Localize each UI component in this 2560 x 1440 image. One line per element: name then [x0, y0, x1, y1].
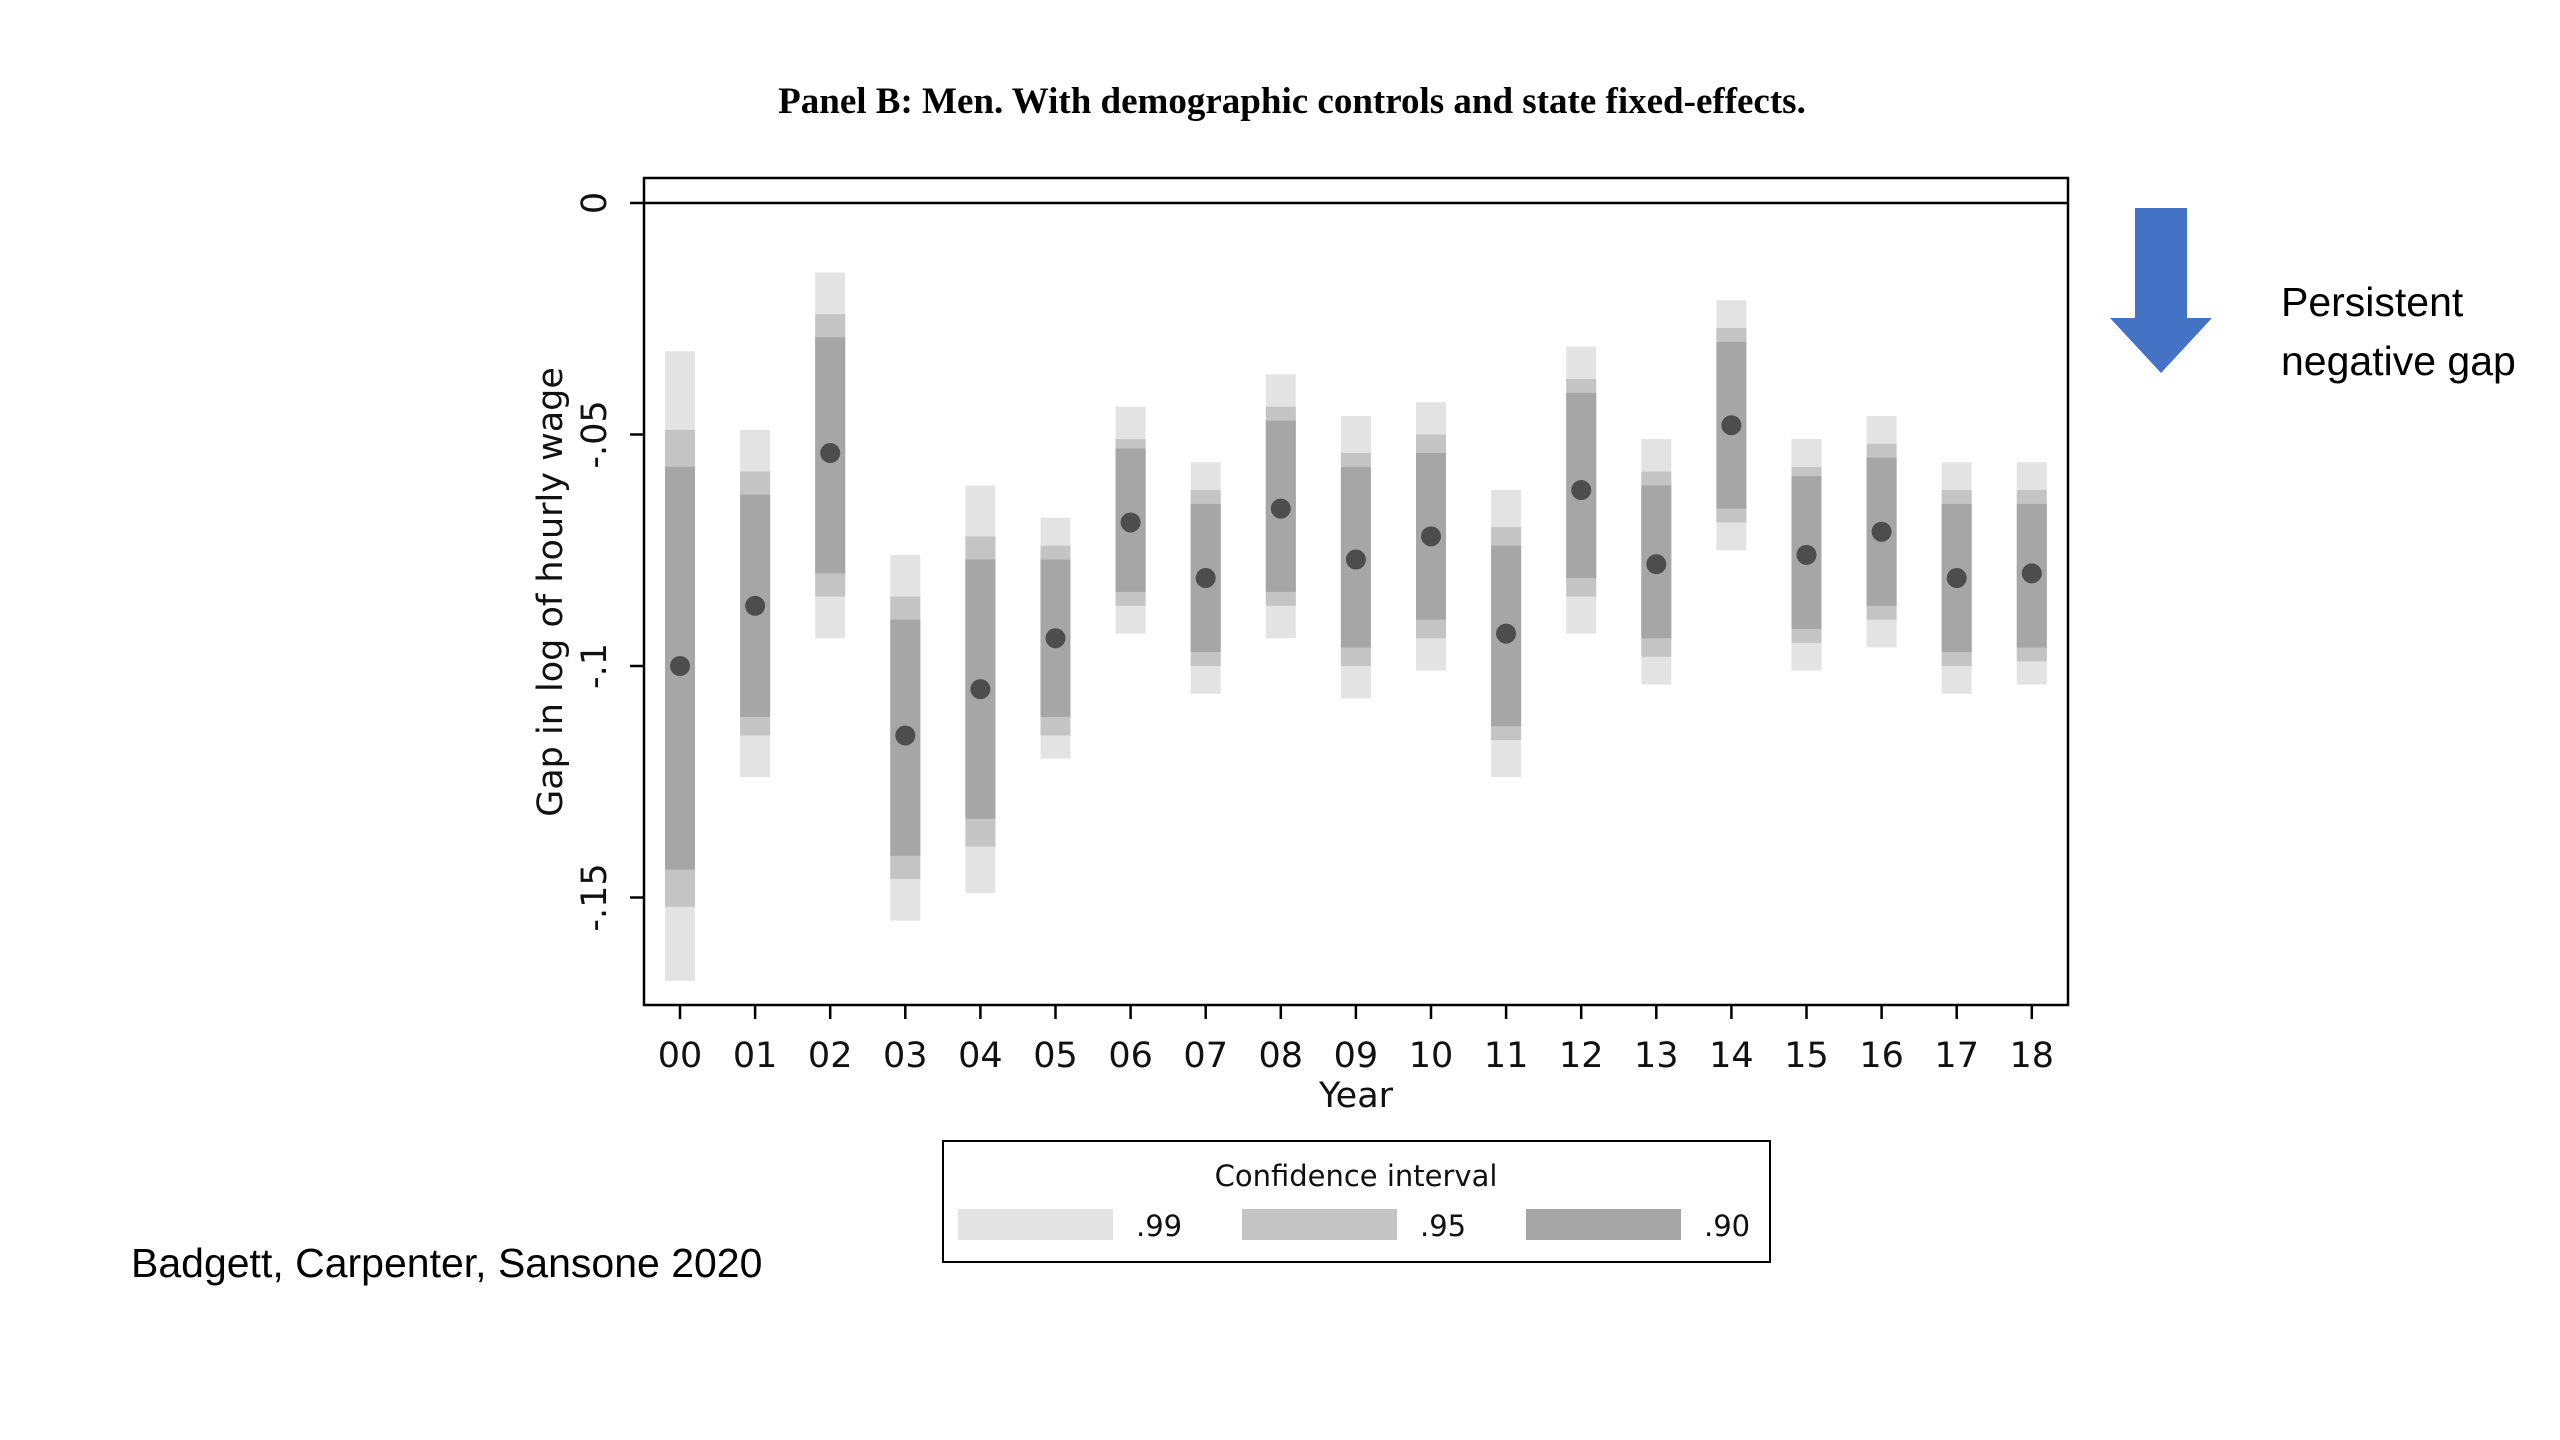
- down-arrow-icon: [2110, 208, 2212, 373]
- point-estimate-15: [1796, 544, 1817, 565]
- point-estimate-01: [745, 595, 766, 616]
- legend-label: .95: [1420, 1209, 1466, 1243]
- x-tick-label: 01: [733, 1036, 778, 1076]
- point-estimate-10: [1421, 526, 1441, 547]
- y-tick-label: -.1: [575, 643, 615, 689]
- point-estimate-layer: [670, 415, 2042, 746]
- point-estimate-17: [1946, 568, 1967, 589]
- point-estimate-02: [820, 443, 841, 464]
- x-tick-label: 13: [1634, 1036, 1679, 1076]
- point-estimate-18: [2021, 563, 2042, 584]
- y-tick-label: -.05: [575, 400, 615, 468]
- point-estimate-04: [970, 679, 991, 700]
- plot-area: [642, 176, 2070, 1007]
- citation: Badgett, Carpenter, Sansone 2020: [131, 1240, 762, 1286]
- x-tick-label: 08: [1259, 1036, 1304, 1076]
- legend-entries: .99 .95 .90: [958, 1209, 1750, 1243]
- legend: Confidence interval .99 .95 .90: [942, 1140, 1771, 1263]
- x-axis: 00 01 02 03 04 05 06 07 08 09 10 11 12 13 14 15 16 17 18: [658, 1005, 2054, 1076]
- point-estimate-00: [670, 656, 690, 676]
- x-tick-label: 16: [1859, 1036, 1904, 1076]
- x-tick-label: 14: [1709, 1036, 1754, 1076]
- y-axis-label: Gap in log of hourly wage: [531, 367, 571, 817]
- point-estimate-08: [1270, 498, 1291, 519]
- point-estimate-16: [1871, 521, 1892, 542]
- legend-swatch-99: [958, 1209, 1113, 1240]
- point-estimate-03: [895, 725, 916, 746]
- point-estimate-06: [1120, 512, 1141, 533]
- point-estimate-09: [1345, 549, 1366, 570]
- point-estimate-12: [1571, 480, 1592, 501]
- y-tick-label: -.15: [575, 863, 615, 931]
- annotation-line-2: negative gap: [2281, 338, 2516, 384]
- x-tick-label: 15: [1784, 1036, 1829, 1076]
- x-tick-label: 03: [883, 1036, 928, 1076]
- x-tick-label: 02: [808, 1036, 853, 1076]
- point-estimate-13: [1646, 554, 1667, 575]
- legend-swatch-90: [1526, 1209, 1681, 1240]
- x-tick-label: 00: [658, 1036, 703, 1076]
- point-estimate-14: [1721, 415, 1742, 436]
- x-tick-label: 07: [1183, 1036, 1228, 1076]
- y-tick-label: 0: [575, 192, 615, 214]
- x-tick-label: 04: [958, 1036, 1003, 1076]
- point-estimate-07: [1195, 568, 1216, 589]
- x-tick-label: 06: [1108, 1036, 1153, 1076]
- chart-title: Panel B: Men. With demographic controls …: [778, 81, 1806, 122]
- legend-frame: [942, 1140, 1771, 1263]
- legend-swatch-95: [1242, 1209, 1397, 1240]
- x-axis-label: Year: [1318, 1076, 1394, 1116]
- x-tick-label: 09: [1334, 1036, 1379, 1076]
- x-tick-label: 17: [1934, 1036, 1979, 1076]
- x-tick-label: 05: [1033, 1036, 1078, 1076]
- annotation-line-1: Persistent: [2281, 279, 2464, 325]
- x-tick-label: 10: [1409, 1036, 1454, 1076]
- point-estimate-05: [1045, 628, 1066, 649]
- x-tick-label: 18: [2010, 1036, 2055, 1076]
- y-axis: 0 -.05 -.1 -.15: [575, 192, 644, 932]
- legend-title: Confidence interval: [1215, 1159, 1498, 1193]
- x-tick-label: 12: [1559, 1036, 1604, 1076]
- annotation-arrow: [2110, 208, 2212, 373]
- point-estimate-11: [1496, 623, 1517, 644]
- x-tick-label: 11: [1484, 1036, 1529, 1076]
- legend-label: .99: [1136, 1209, 1182, 1243]
- legend-label: .90: [1704, 1209, 1750, 1243]
